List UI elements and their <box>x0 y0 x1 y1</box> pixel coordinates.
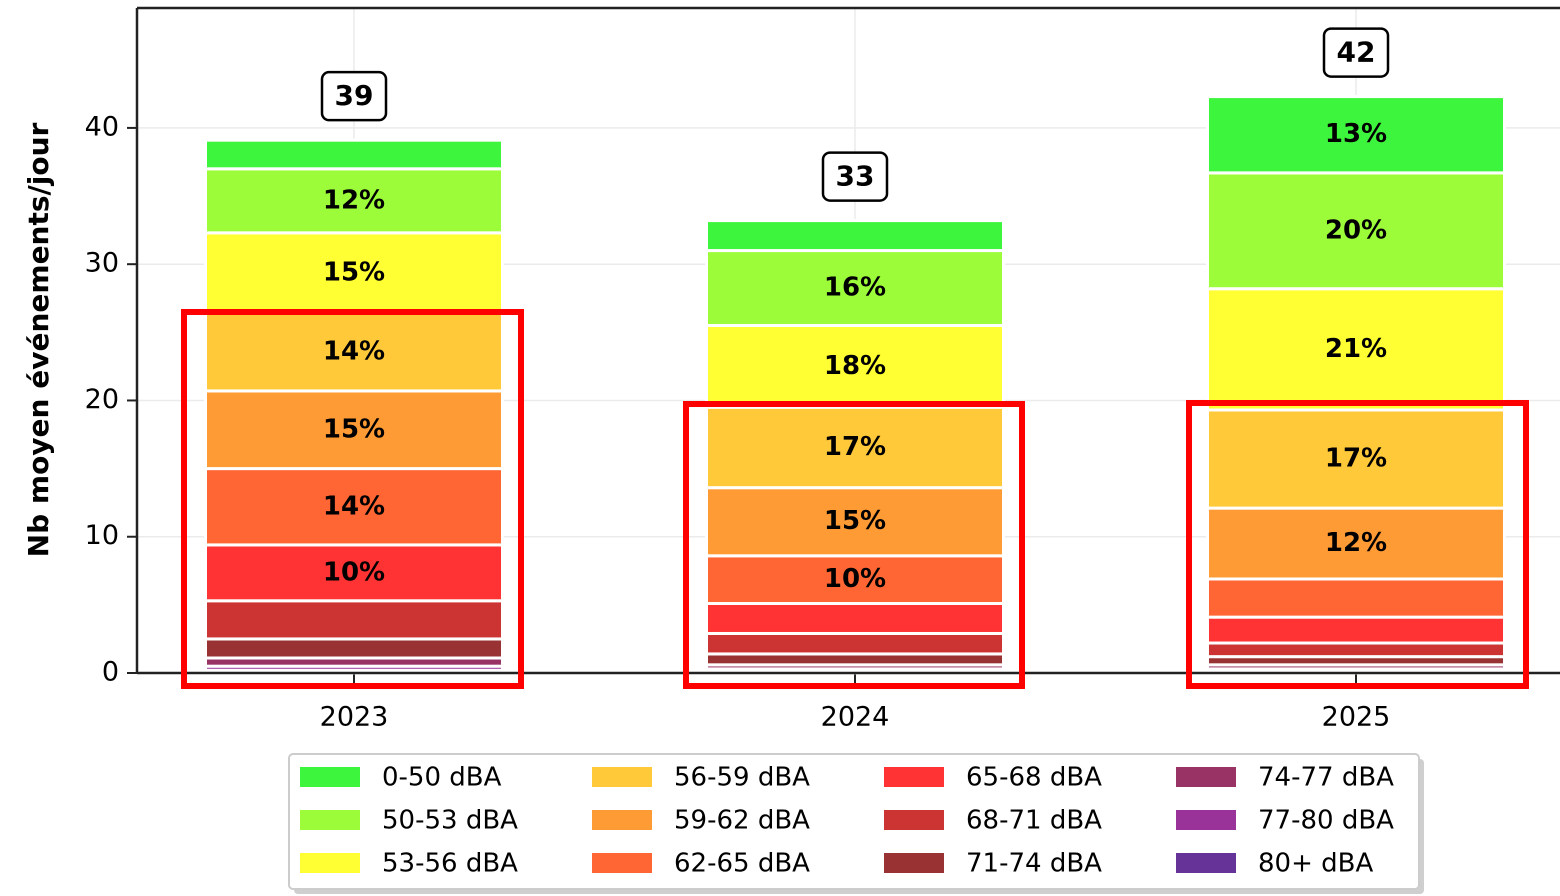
bar-segment <box>1206 95 1506 175</box>
legend-label: 59-62 dBA <box>674 806 810 836</box>
total-box <box>1322 27 1390 78</box>
legend-swatch <box>300 853 360 873</box>
segment-label: 15% <box>323 258 385 288</box>
y-axis-label: Nb moyen événements/jour <box>22 122 55 557</box>
bar-segment <box>1206 506 1506 581</box>
legend-label: 74-77 dBA <box>1258 763 1394 793</box>
bar-segment <box>705 652 1005 667</box>
plot-area: 0 10 20 30 40 2023 2024 2025 10% 14% 15% 14% 15% 12% 3… <box>85 6 1560 733</box>
legend-swatch <box>592 853 652 873</box>
bar-segment <box>705 602 1005 635</box>
segment-label: 17% <box>824 432 886 462</box>
segment-label: 15% <box>824 506 886 536</box>
legend-swatch <box>592 810 652 830</box>
bar-segment <box>705 249 1005 328</box>
x-tick-label: 2024 <box>821 702 890 733</box>
highlight-box <box>181 309 524 689</box>
legend-box <box>288 753 1420 890</box>
legend-swatch <box>1176 810 1236 830</box>
bar-segment <box>204 599 504 641</box>
bar-segment <box>1206 408 1506 510</box>
bar-segment <box>204 467 504 547</box>
highlight-box <box>1186 400 1529 689</box>
legend-swatch <box>300 810 360 830</box>
legend-label: 77-80 dBA <box>1258 806 1394 836</box>
total-label: 33 <box>836 160 875 193</box>
legend-label: 53-56 dBA <box>382 849 518 879</box>
bar-segment <box>204 167 504 235</box>
segment-label: 12% <box>323 185 385 215</box>
legend-swatch <box>884 810 944 830</box>
y-tick-label: 10 <box>85 520 119 551</box>
legend-swatch <box>1176 853 1236 873</box>
segment-label: 20% <box>1325 215 1387 245</box>
highlight-box <box>683 401 1025 689</box>
legend-swatch <box>884 853 944 873</box>
total-box <box>821 151 889 202</box>
x-tick-label: 2025 <box>1322 702 1391 733</box>
segment-label: 13% <box>1325 119 1387 149</box>
segment-label: 14% <box>323 491 385 521</box>
legend-label: 68-71 dBA <box>966 806 1102 836</box>
bar-segment <box>204 138 504 171</box>
y-tick-label: 20 <box>85 384 119 415</box>
segment-label: 10% <box>323 557 385 587</box>
total-label: 39 <box>335 79 374 112</box>
legend: 0-50 dBA 50-53 dBA 53-56 dBA 56-59 dBA 59-62… <box>288 753 1424 894</box>
highlight-boxes <box>181 309 1529 689</box>
bar-segment <box>1206 615 1506 645</box>
segment-label: 12% <box>1325 528 1387 558</box>
x-tick-label: 2023 <box>320 702 389 733</box>
bar-segment <box>1206 577 1506 619</box>
legend-label: 50-53 dBA <box>382 806 518 836</box>
legend-swatch <box>1176 767 1236 787</box>
legend-label: 56-59 dBA <box>674 763 810 793</box>
legend-swatch <box>592 767 652 787</box>
bar-segment <box>705 554 1005 606</box>
segment-label: 18% <box>824 351 886 381</box>
segment-label: 21% <box>1325 334 1387 364</box>
y-tick-label: 30 <box>85 248 119 279</box>
legend-swatch <box>300 767 360 787</box>
segment-label: 15% <box>323 414 385 444</box>
total-label: 42 <box>1337 36 1376 69</box>
bar-segment <box>1206 641 1506 659</box>
legend-label: 62-65 dBA <box>674 849 810 879</box>
legend-swatch <box>884 767 944 787</box>
legend-label: 0-50 dBA <box>382 763 502 793</box>
bar-segment <box>204 231 504 315</box>
segment-label: 16% <box>824 273 886 303</box>
bar-segment <box>1206 287 1506 412</box>
total-box <box>320 70 388 122</box>
bar-segment <box>705 219 1005 253</box>
legend-label: 65-68 dBA <box>966 763 1102 793</box>
segment-label: 14% <box>323 337 385 367</box>
bar-segment <box>204 637 504 660</box>
legend-label: 80+ dBA <box>1258 849 1373 879</box>
bar-segment <box>705 631 1005 656</box>
segment-label: 10% <box>824 564 886 594</box>
y-tick-label: 0 <box>102 657 119 688</box>
legend-label: 71-74 dBA <box>966 849 1102 879</box>
segment-label: 17% <box>1325 444 1387 474</box>
y-tick-label: 40 <box>85 111 119 142</box>
bar-segment <box>705 405 1005 490</box>
bar-segment <box>705 324 1005 409</box>
